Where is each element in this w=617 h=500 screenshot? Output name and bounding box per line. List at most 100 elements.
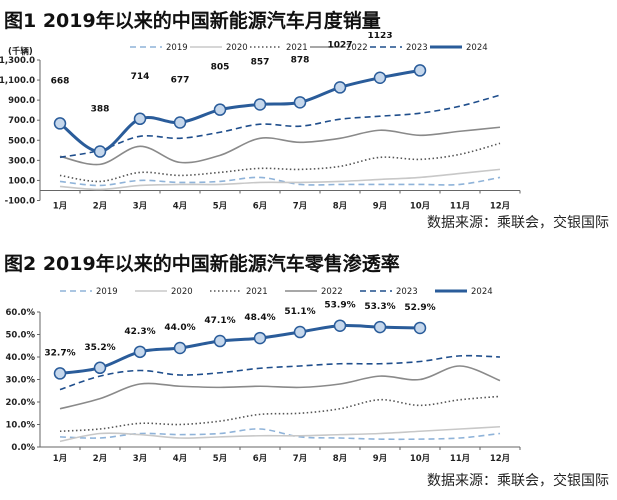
x-tick-label: 11月 xyxy=(450,454,470,464)
data-label: 48.4% xyxy=(244,313,275,323)
x-tick-label: 5月 xyxy=(213,202,227,212)
data-label: 805 xyxy=(211,63,230,73)
legend-label-2024: 2024 xyxy=(471,287,493,297)
data-label: 42.3% xyxy=(124,327,155,337)
chart1-source: 数据来源：乘联会，交银国际 xyxy=(427,215,609,231)
series-line-2019 xyxy=(59,176,501,187)
y-tick-label: 300.0 xyxy=(8,156,35,166)
y-tick-label: 1,300.0 xyxy=(0,56,35,66)
series-line-2019 xyxy=(59,428,501,441)
x-tick-label: 1月 xyxy=(53,202,67,212)
data-point xyxy=(213,334,227,348)
data-label: 1196 xyxy=(407,32,432,33)
data-label: 53.9% xyxy=(324,301,355,311)
y-tick-label: 20.0% xyxy=(6,398,36,408)
data-point xyxy=(133,345,147,359)
x-tick-label: 8月 xyxy=(333,454,347,464)
data-point xyxy=(373,320,387,334)
data-point xyxy=(253,331,267,345)
y-tick-label: 50.0% xyxy=(6,331,36,341)
chart2-source: 数据来源：乘联会，交银国际 xyxy=(427,473,609,489)
series-line-2022 xyxy=(59,126,501,166)
data-label: 44.0% xyxy=(164,323,195,333)
data-label: 53.3% xyxy=(364,302,395,312)
chart1-svg: -100.0 100.0 300.0 500.0 700.0 900.0 1,100.0 1,… xyxy=(0,32,521,212)
series-line-2024 xyxy=(59,324,421,375)
x-tick-label: 5月 xyxy=(213,454,227,464)
data-label: 388 xyxy=(91,105,110,115)
chart1-title: 图1 2019年以来的中国新能源汽车月度销量 xyxy=(4,10,381,32)
data-label: 1123 xyxy=(367,32,392,41)
data-label: 857 xyxy=(251,57,270,67)
data-point xyxy=(173,341,187,355)
data-point xyxy=(133,112,147,126)
x-tick-label: 3月 xyxy=(133,202,147,212)
data-point xyxy=(173,116,187,129)
y-tick-label: 0.0% xyxy=(11,443,35,453)
x-tick-label: 12月 xyxy=(490,454,510,464)
series-line-2021 xyxy=(59,395,501,433)
y-axis-label: (千辆) xyxy=(8,46,33,57)
data-label: 47.1% xyxy=(204,316,235,326)
x-tick-label: 2月 xyxy=(93,454,107,464)
legend-label-2022: 2022 xyxy=(321,287,343,297)
y-tick-label: 700.0 xyxy=(8,116,35,126)
y-tick-label: 100.0 xyxy=(8,176,35,186)
data-label: 32.7% xyxy=(44,348,75,358)
data-point xyxy=(333,319,347,332)
y-tick-label: 40.0% xyxy=(6,353,36,363)
legend-label-2021: 2021 xyxy=(286,43,308,53)
series-line-2020 xyxy=(59,168,501,191)
y-tick-label: -100.0 xyxy=(5,197,35,207)
y-tick-label: 900.0 xyxy=(8,96,35,106)
x-tick-label: 8月 xyxy=(333,202,347,212)
legend-label-2021: 2021 xyxy=(246,287,268,297)
chart2-svg: 0.0% 10.0% 20.0% 30.0% 40.0% 50.0% 60.0% 1月 2月 3月… xyxy=(6,287,521,464)
data-point xyxy=(413,64,427,77)
x-tick-label: 4月 xyxy=(173,202,187,212)
series-line-2023 xyxy=(59,94,501,159)
x-tick-label: 4月 xyxy=(173,454,187,464)
y-tick-label: 1,100.0 xyxy=(0,76,35,86)
x-tick-label: 6月 xyxy=(253,454,267,464)
y-tick-label: 500.0 xyxy=(8,136,35,146)
x-tick-label: 3月 xyxy=(133,454,147,464)
series-line-2022 xyxy=(59,365,501,410)
data-point xyxy=(53,367,67,380)
legend-label-2023: 2023 xyxy=(396,287,418,297)
data-point xyxy=(213,103,227,116)
data-point xyxy=(293,325,307,339)
legend-label-2020: 2020 xyxy=(226,43,248,53)
x-tick-label: 6月 xyxy=(253,202,267,212)
data-label: 677 xyxy=(171,76,190,86)
series-line-2020 xyxy=(59,425,501,443)
x-tick-label: 2月 xyxy=(93,202,107,212)
data-point xyxy=(373,71,387,85)
legend-label-2019: 2019 xyxy=(96,287,118,297)
data-label: 52.9% xyxy=(404,303,435,313)
data-label: 668 xyxy=(51,76,70,86)
data-point xyxy=(293,96,307,109)
chart2-title: 图2 2019年以来的中国新能源汽车零售渗透率 xyxy=(4,253,400,275)
x-tick-label: 11月 xyxy=(450,202,470,212)
x-tick-label: 7月 xyxy=(293,454,307,464)
data-point xyxy=(93,145,107,158)
x-tick-label: 7月 xyxy=(293,202,307,212)
data-label: 714 xyxy=(131,72,150,82)
legend-label-2019: 2019 xyxy=(166,43,188,53)
y-tick-label: 10.0% xyxy=(6,421,36,431)
x-tick-label: 9月 xyxy=(373,202,387,212)
y-tick-label: 60.0% xyxy=(6,308,36,318)
data-label: 35.2% xyxy=(84,343,115,353)
data-point xyxy=(53,117,67,130)
legend-label-2022: 2022 xyxy=(346,43,368,53)
data-label: 51.1% xyxy=(284,307,315,317)
x-tick-label: 10月 xyxy=(410,202,430,212)
data-label: 1027 xyxy=(327,40,352,50)
data-point xyxy=(253,98,267,111)
legend-label-2020: 2020 xyxy=(171,287,193,297)
data-point xyxy=(413,321,427,335)
data-point xyxy=(93,361,107,375)
series-line-2024 xyxy=(59,68,421,154)
x-tick-label: 12月 xyxy=(490,202,510,212)
